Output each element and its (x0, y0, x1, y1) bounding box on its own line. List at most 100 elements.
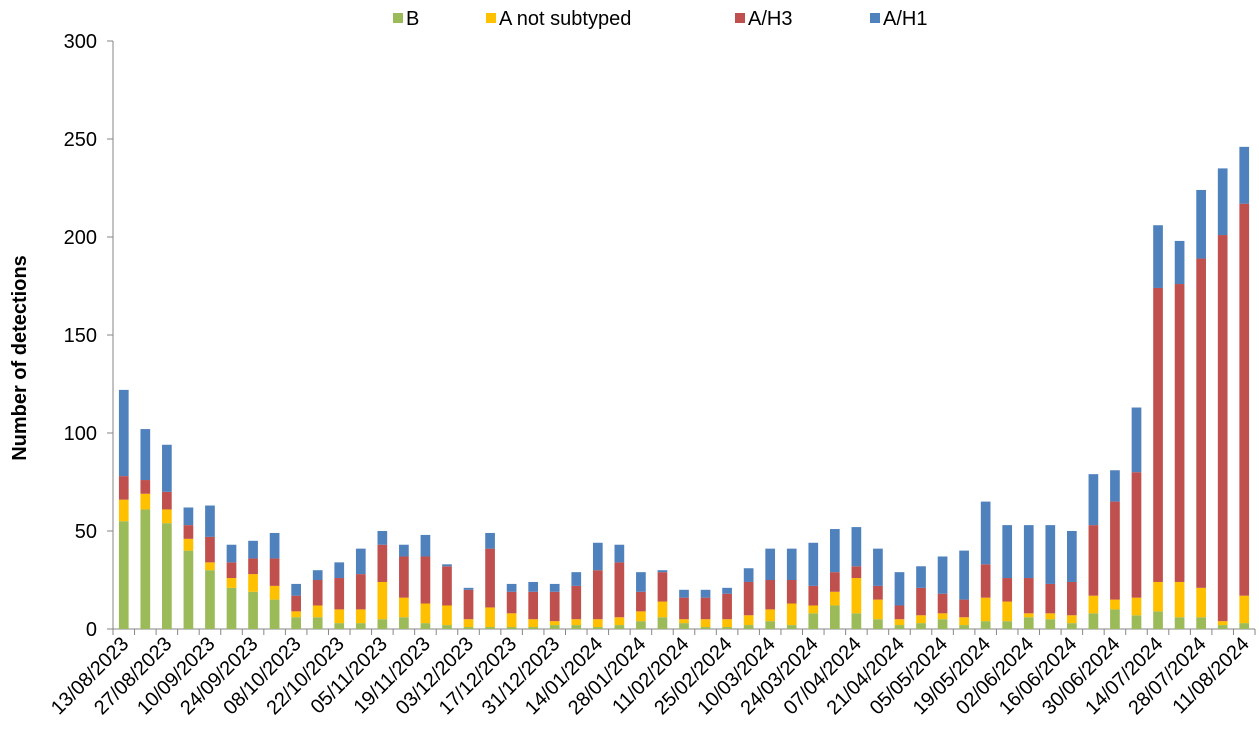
bar-segment-b (312, 617, 323, 629)
bar-segment-b (657, 617, 668, 629)
bar-stack (399, 544, 409, 629)
bar-segment-a-h1 (118, 389, 129, 477)
bar-stack (420, 534, 431, 629)
bar-segment-b (1067, 623, 1077, 629)
bar-segment-a-h1 (851, 527, 862, 567)
legend-swatch-a-h3 (735, 13, 745, 23)
bar-stack (765, 548, 776, 629)
bar-segment-b (355, 623, 366, 629)
bar-segment-b (1002, 621, 1013, 629)
bar-stack (679, 589, 689, 629)
bar-segment-a-h1 (1045, 525, 1056, 584)
y-tick-label: 300 (64, 31, 97, 53)
bar-segment-a-not-subtyped (851, 578, 862, 614)
bar-stack (1110, 470, 1120, 629)
bar-stack (980, 501, 991, 629)
x-axis: 13/08/202327/08/202310/09/202324/09/2023… (47, 628, 1256, 719)
bar-segment-a-not-subtyped (205, 562, 215, 571)
bar-segment-a-not-subtyped (1067, 615, 1077, 624)
bar-segment-a-h3 (269, 558, 280, 586)
bar-stacks (118, 146, 1250, 629)
bar-segment-a-not-subtyped (1217, 621, 1228, 626)
bar-segment-a-h3 (399, 556, 409, 598)
bar-stack (1239, 146, 1250, 629)
bar-segment-a-h1 (334, 562, 345, 579)
bar-segment-a-h3 (1174, 284, 1185, 582)
bar-segment-a-not-subtyped (118, 499, 129, 522)
bar-segment-b (765, 621, 776, 629)
bar-segment-a-h3 (1131, 472, 1142, 598)
bar-segment-a-h1 (463, 587, 474, 590)
y-tick-label: 100 (64, 423, 97, 445)
bar-stack (162, 444, 172, 629)
bar-segment-a-h1 (722, 587, 732, 594)
bar-segment-b (786, 625, 797, 629)
bar-segment-a-h3 (614, 562, 625, 618)
bar-stack (463, 587, 474, 629)
legend-swatch-a-h1 (870, 13, 880, 23)
bar-segment-a-not-subtyped (1023, 613, 1034, 618)
bar-segment-a-h1 (506, 583, 517, 592)
bar-segment-b (829, 605, 840, 629)
bar-segment-a-h3 (355, 574, 366, 610)
bar-segment-b (808, 613, 819, 629)
bar-segment-a-h3 (1023, 578, 1034, 614)
bar-stack (743, 568, 754, 629)
bar-segment-b (463, 627, 474, 629)
bar-segment-a-h3 (420, 556, 431, 604)
bar-segment-a-not-subtyped (636, 611, 646, 622)
bar-segment-a-h1 (786, 548, 797, 580)
bar-segment-a-not-subtyped (657, 601, 668, 618)
bar-segment-b (743, 625, 754, 629)
bar-segment-b (226, 587, 237, 629)
bar-segment-a-h3 (980, 564, 991, 598)
bar-segment-a-h1 (549, 583, 560, 592)
bar-segment-a-h3 (873, 585, 883, 600)
bar-segment-a-h3 (1088, 525, 1099, 596)
bar-segment-a-h3 (506, 591, 517, 614)
bar-stack (1153, 225, 1163, 629)
bar-segment-a-not-subtyped (679, 619, 689, 624)
bar-segment-b (1023, 617, 1034, 629)
bar-segment-a-not-subtyped (592, 619, 603, 628)
y-tick-label: 50 (75, 521, 97, 543)
bar-stack (1131, 407, 1142, 629)
bar-segment-a-h3 (722, 593, 732, 620)
bar-stack (636, 572, 646, 629)
bar-segment-a-not-subtyped (743, 615, 754, 626)
bar-segment-a-h3 (571, 585, 582, 620)
bar-segment-a-h1 (528, 581, 539, 592)
bar-segment-a-h3 (1067, 581, 1077, 616)
bar-stack (442, 564, 452, 629)
bar-segment-a-not-subtyped (399, 597, 409, 618)
bar-segment-a-h3 (657, 572, 668, 602)
bar-segment-a-h1 (248, 540, 258, 559)
bar-segment-b (140, 509, 151, 629)
bar-segment-a-not-subtyped (1131, 597, 1142, 616)
bar-segment-a-h3 (1002, 578, 1013, 602)
bar-segment-a-h1 (162, 444, 172, 492)
bar-stack (959, 550, 969, 629)
bar-segment-b (1217, 625, 1228, 629)
bar-segment-a-not-subtyped (291, 611, 301, 618)
bar-segment-a-h3 (916, 587, 926, 616)
legend-label-b: B (406, 8, 419, 30)
bar-stack (1045, 525, 1056, 629)
bar-segment-b (205, 570, 215, 629)
bar-stack (334, 562, 345, 629)
bar-stack (549, 583, 560, 629)
bar-segment-a-not-subtyped (528, 619, 539, 628)
bar-segment-a-h1 (183, 507, 194, 526)
bar-stack (248, 540, 258, 629)
bar-segment-a-h1 (1088, 474, 1099, 526)
bar-segment-a-not-subtyped (980, 597, 991, 622)
bar-segment-a-not-subtyped (614, 617, 625, 626)
bar-stack (894, 572, 905, 629)
bar-segment-a-h1 (614, 544, 625, 563)
bar-segment-a-h3 (226, 562, 237, 579)
bar-segment-a-h1 (485, 532, 495, 549)
bar-segment-a-h1 (355, 548, 366, 575)
bar-segment-b (1239, 623, 1250, 629)
bar-segment-b (1110, 609, 1120, 629)
